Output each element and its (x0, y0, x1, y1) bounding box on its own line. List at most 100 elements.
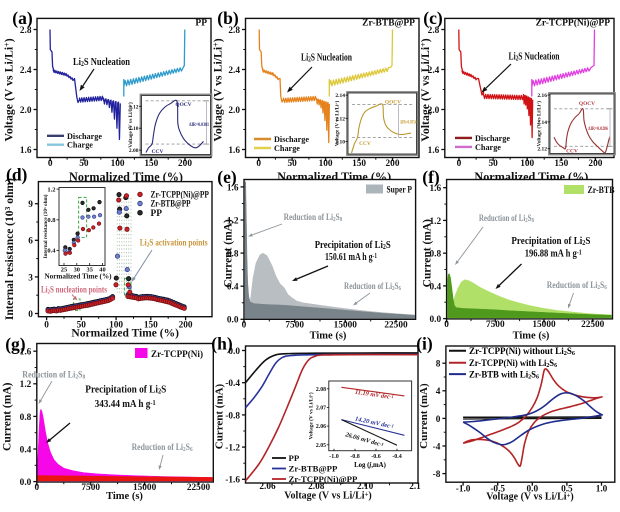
svg-text:150: 150 (554, 159, 568, 169)
svg-text:0.0: 0.0 (20, 478, 32, 488)
svg-text:2.06: 2.06 (316, 424, 326, 430)
svg-text:Precipitation of Li2S: Precipitation of Li2S (315, 240, 391, 251)
svg-text:Super P: Super P (387, 186, 413, 196)
svg-text:Precipitation of Li2S: Precipitation of Li2S (511, 236, 590, 247)
svg-text:(h): (h) (211, 334, 233, 354)
svg-text:100: 100 (319, 159, 333, 169)
svg-text:Internal resistance (103 ohm): Internal resistance (103 ohm) (3, 178, 16, 320)
svg-text:(i): (i) (416, 334, 433, 354)
svg-text:PP: PP (195, 18, 207, 28)
svg-text:2.1: 2.1 (409, 482, 421, 492)
svg-text:22500: 22500 (384, 320, 408, 330)
svg-text:0: 0 (436, 415, 441, 425)
svg-text:Zr-BTB: Zr-BTB (588, 186, 616, 196)
svg-text:Log (j,mA): Log (j,mA) (354, 462, 386, 469)
svg-text:Voltage (V vs Li/Li+): Voltage (V vs Li/Li+) (418, 38, 432, 141)
svg-text:-1.0: -1.0 (456, 485, 471, 495)
svg-text:-1.0: -1.0 (329, 454, 339, 460)
svg-text:1.0: 1.0 (596, 485, 608, 495)
svg-text:ΔIR=0.0286: ΔIR=0.0286 (588, 127, 608, 132)
svg-text:-0.8: -0.8 (350, 454, 360, 460)
svg-text:9: 9 (28, 200, 33, 210)
svg-text:0: 0 (34, 483, 39, 493)
svg-text:Time (s): Time (s) (513, 331, 550, 342)
svg-text:7500: 7500 (81, 483, 100, 493)
svg-text:8: 8 (436, 360, 441, 370)
svg-text:-1.2: -1.2 (225, 444, 240, 454)
svg-text:2.08: 2.08 (129, 148, 139, 154)
svg-text:0: 0 (242, 320, 247, 330)
svg-text:Discharge: Discharge (67, 132, 102, 141)
svg-text:CCV: CCV (359, 141, 371, 147)
svg-text:Voltage (V vs Li/Li+): Voltage (V vs Li/Li+) (536, 101, 543, 147)
svg-text:150.61 mA h g-1: 150.61 mA h g-1 (325, 252, 377, 263)
svg-text:Zr-TCPP(Ni) without Li2S6: Zr-TCPP(Ni) without Li2S6 (469, 346, 575, 357)
svg-text:Internal resistance (103 ohm): Internal resistance (103 ohm) (42, 194, 49, 258)
svg-text:Voltage (V vs Li/Li+): Voltage (V vs Li/Li+) (127, 102, 134, 148)
svg-text:Precipitation of Li2S: Precipitation of Li2S (85, 385, 166, 396)
svg-text:200: 200 (588, 159, 602, 169)
svg-text:200: 200 (178, 159, 192, 169)
svg-text:150: 150 (352, 159, 366, 169)
svg-text:1.6: 1.6 (20, 146, 32, 156)
svg-text:(e): (e) (217, 167, 237, 187)
svg-text:15000: 15000 (334, 320, 358, 330)
svg-text:196.88 mA h g-1: 196.88 mA h g-1 (525, 249, 583, 260)
svg-text:(g): (g) (5, 334, 26, 354)
svg-text:Normailzed Time (%): Normailzed Time (%) (71, 328, 179, 340)
svg-text:22500: 22500 (187, 483, 211, 493)
svg-text:0: 0 (44, 321, 49, 331)
svg-text:Zr-TCPP(Ni)@PP: Zr-TCPP(Ni)@PP (536, 17, 611, 28)
svg-text:Voltage (V vs Li/Li+): Voltage (V vs Li/Li+) (307, 392, 314, 439)
svg-text:Voltage (V vs Li/Li+): Voltage (V vs Li/Li+) (334, 101, 341, 147)
svg-text:CCV: CCV (152, 149, 164, 155)
svg-text:Zr-BTB@PP: Zr-BTB@PP (289, 464, 339, 474)
svg-text:Time (s): Time (s) (106, 491, 143, 502)
svg-text:1.2: 1.2 (47, 186, 55, 193)
svg-text:Zr-TCPP(Ni): Zr-TCPP(Ni) (151, 349, 203, 360)
svg-text:Zr-TCPP(Ni)@PP: Zr-TCPP(Ni)@PP (289, 474, 359, 484)
svg-text:0: 0 (444, 320, 449, 330)
svg-text:6: 6 (28, 237, 33, 247)
svg-text:7500: 7500 (285, 320, 304, 330)
svg-text:Current (mA): Current (mA) (214, 383, 226, 449)
svg-text:4: 4 (436, 387, 441, 397)
svg-text:PP: PP (289, 453, 300, 463)
svg-text:Time (s): Time (s) (310, 331, 347, 342)
svg-text:150: 150 (144, 159, 158, 169)
svg-text:100: 100 (111, 159, 125, 169)
svg-text:7500: 7500 (486, 320, 505, 330)
svg-text:Voltage (V vs Li/Li+): Voltage (V vs Li/Li+) (211, 38, 225, 141)
svg-text:2.0: 2.0 (228, 106, 240, 116)
svg-text:-1.6: -1.6 (225, 476, 240, 486)
svg-text:2.16: 2.16 (537, 93, 547, 99)
svg-text:Charge: Charge (274, 144, 300, 153)
svg-text:343.44 mA h g-1: 343.44 mA h g-1 (95, 399, 157, 410)
svg-text:2.14: 2.14 (335, 93, 345, 99)
svg-text:PP: PP (151, 208, 163, 218)
svg-text:0.0: 0.0 (429, 315, 441, 325)
svg-text:QOCV: QOCV (579, 101, 595, 107)
svg-text:3: 3 (28, 273, 33, 283)
svg-text:(a): (a) (12, 8, 33, 28)
svg-text:Voltage (V vs Li/Li+): Voltage (V vs Li/Li+) (284, 491, 372, 502)
svg-text:2.05: 2.05 (316, 443, 326, 449)
svg-text:-8: -8 (433, 470, 441, 480)
svg-text:(c): (c) (423, 8, 443, 28)
svg-text:50: 50 (79, 159, 89, 169)
svg-text:100: 100 (520, 159, 534, 169)
svg-text:Normalized Time (%): Normalized Time (%) (45, 272, 113, 281)
svg-text:CCV: CCV (566, 149, 578, 155)
svg-text:(d): (d) (6, 165, 28, 185)
svg-text:0.4: 0.4 (20, 445, 32, 455)
svg-text:2.08: 2.08 (316, 387, 326, 393)
svg-text:-0.8: -0.8 (225, 411, 240, 421)
svg-text:-4: -4 (433, 442, 441, 452)
svg-text:Charge: Charge (475, 143, 501, 152)
svg-text:Voltage (V vs Li/Li+): Voltage (V vs Li/Li+) (486, 492, 574, 503)
svg-text:2.06: 2.06 (259, 482, 276, 492)
svg-text:Discharge: Discharge (274, 135, 309, 144)
svg-text:ΔIR=0.0354: ΔIR=0.0354 (400, 121, 417, 126)
svg-text:Charge: Charge (67, 141, 93, 150)
svg-text:0: 0 (28, 310, 33, 320)
